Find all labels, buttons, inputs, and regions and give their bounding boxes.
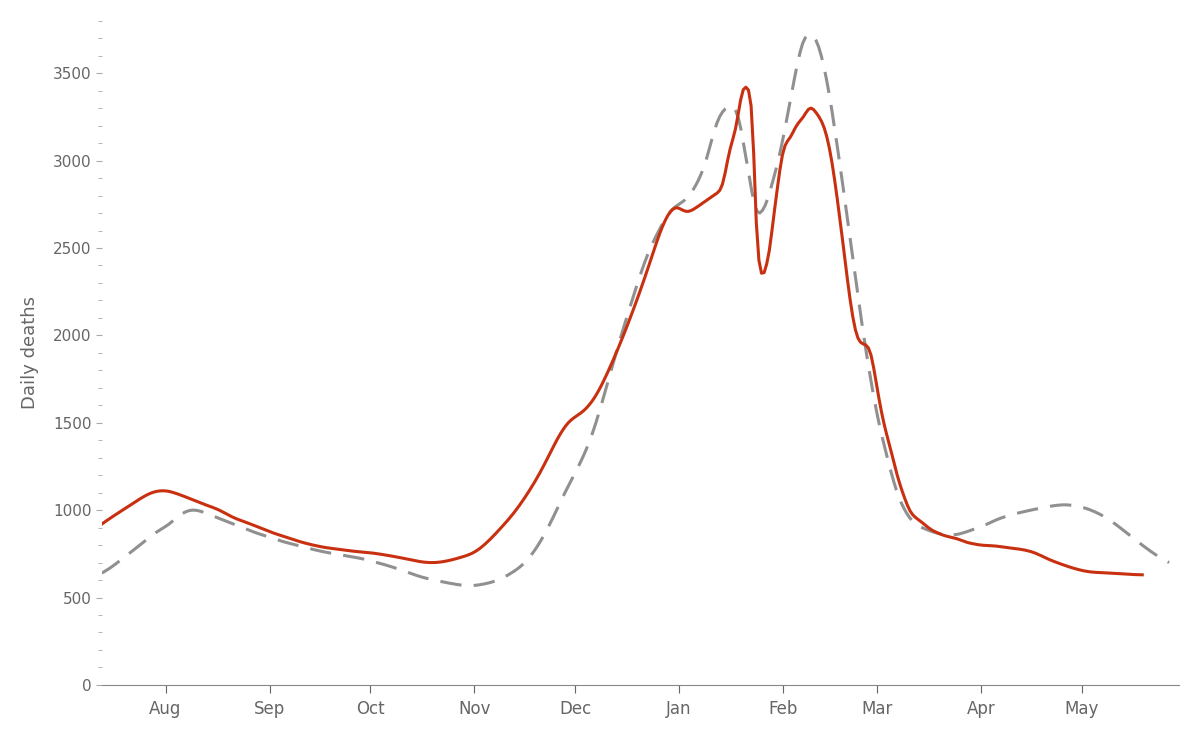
- Y-axis label: Daily deaths: Daily deaths: [20, 296, 38, 409]
